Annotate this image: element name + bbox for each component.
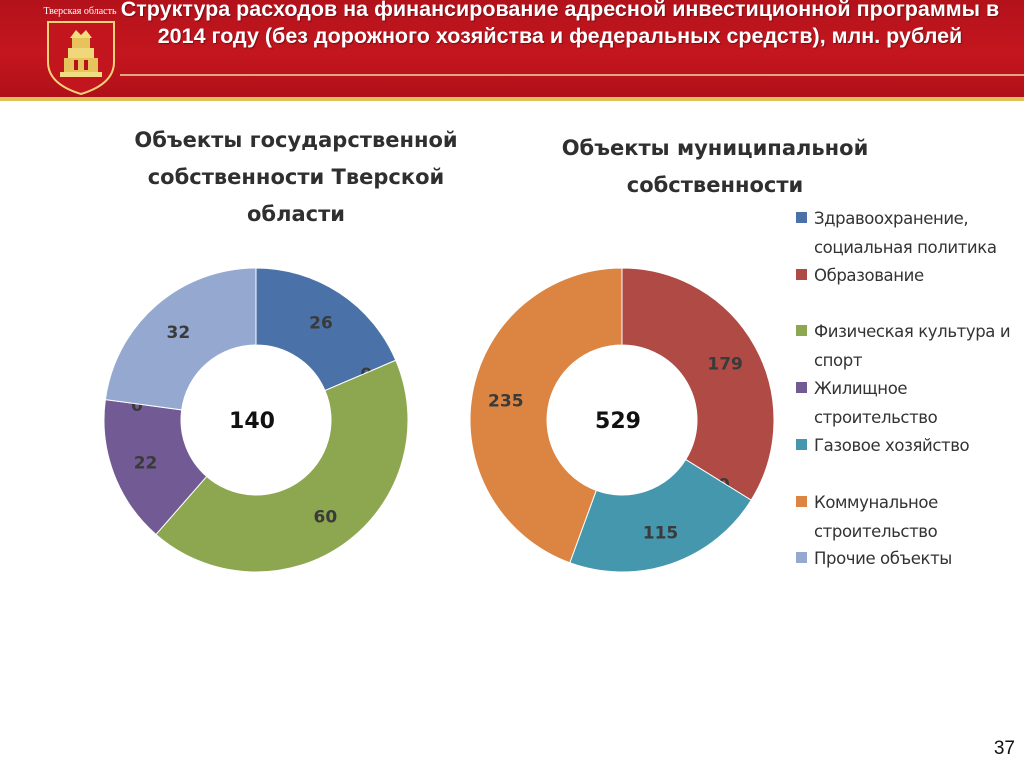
data-label-1-1: 179 [707, 355, 743, 375]
legend-label-2: Физическая культура и спорт [814, 322, 1011, 370]
legend-swatch-6 [796, 552, 807, 563]
legend-swatch-5 [796, 496, 807, 507]
slice-0-6 [104, 267, 257, 411]
region-label: Тверская область [43, 6, 117, 17]
data-label-0-2: 60 [314, 507, 338, 527]
chart-title-municipal: Объекты муниципальной собственности [561, 136, 869, 197]
data-label-0-3: 22 [134, 453, 158, 473]
donut-municipal-property: 01790115235529 [469, 267, 775, 573]
donut-state-property: 2606022032140 [103, 267, 409, 573]
slice-1-4 [569, 458, 752, 573]
data-label-0-6: 32 [167, 323, 191, 343]
header-divider-line [120, 74, 1024, 76]
slice-0-0 [255, 267, 397, 392]
chart-title-state: Объекты государственной собственности Тв… [134, 128, 458, 226]
legend-label-4: Газовое хозяйство [814, 436, 970, 455]
data-label-1-5: 235 [488, 391, 524, 411]
legend-swatch-4 [796, 439, 807, 450]
legend-swatch-0 [796, 212, 807, 223]
slice-1-1 [621, 267, 775, 501]
donut-charts: 2606022032140 01790115235529 [103, 267, 775, 573]
page-number: 37 [993, 738, 1015, 759]
legend-label-0: Здравоохранение, социальная политика [814, 209, 997, 257]
legend-swatch-3 [796, 382, 807, 393]
legend-swatch-2 [796, 325, 807, 336]
legend-label-5: Коммунальное строительство [814, 493, 938, 541]
coat-of-arms-emblem [47, 21, 115, 96]
header-banner: Тверская область Структура расходов на ф… [0, 0, 1024, 101]
slice-0-2 [155, 359, 409, 573]
slice-1-5 [469, 267, 623, 564]
slide-title: Структура расходов на финансирование адр… [120, 0, 1000, 48]
data-label-0-0: 26 [309, 314, 333, 334]
legend-label-6: Прочие объекты [814, 549, 952, 568]
data-label-1-4: 115 [643, 524, 679, 544]
legend-label-3: Жилищное строительство [814, 379, 938, 427]
legend-label-1: Образование [814, 266, 924, 285]
center-total-1: 529 [595, 409, 641, 434]
center-total-0: 140 [229, 409, 275, 434]
legend-swatch-1 [796, 269, 807, 280]
